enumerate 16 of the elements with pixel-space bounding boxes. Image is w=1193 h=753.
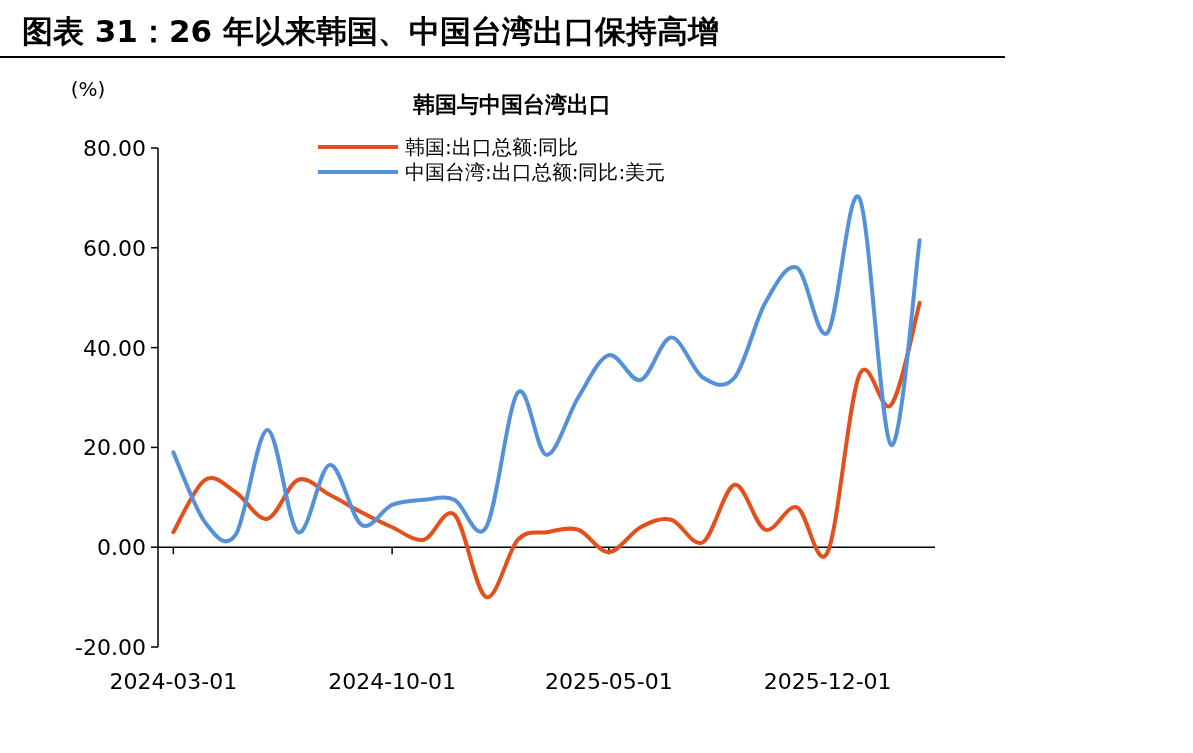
legend-label: 中国台湾:出口总额:同比:美元: [405, 160, 666, 184]
x-tick-label: 2024-10-01: [328, 669, 457, 694]
chart-title: 图表 31：26 年以来韩国、中国台湾出口保持高增: [22, 13, 719, 49]
legend-label: 韩国:出口总额:同比: [405, 135, 579, 159]
line-series: [171, 300, 922, 600]
x-tick-label: 2025-12-01: [763, 669, 892, 694]
x-tick-label: 2025-05-01: [544, 669, 673, 694]
chart-subtitle: 韩国与中国台湾出口: [412, 92, 611, 117]
y-axis-title: (%): [70, 77, 106, 101]
y-tick-label: -20.00: [75, 635, 146, 660]
y-tick-label: 80.00: [83, 136, 146, 161]
x-tick-label: 2024-03-01: [109, 669, 238, 694]
y-tick-label: 60.00: [83, 235, 146, 261]
y-tick-label: 40.00: [83, 335, 146, 361]
y-tick-label: 0.00: [97, 535, 146, 561]
y-tick-label: 20.00: [83, 435, 146, 461]
